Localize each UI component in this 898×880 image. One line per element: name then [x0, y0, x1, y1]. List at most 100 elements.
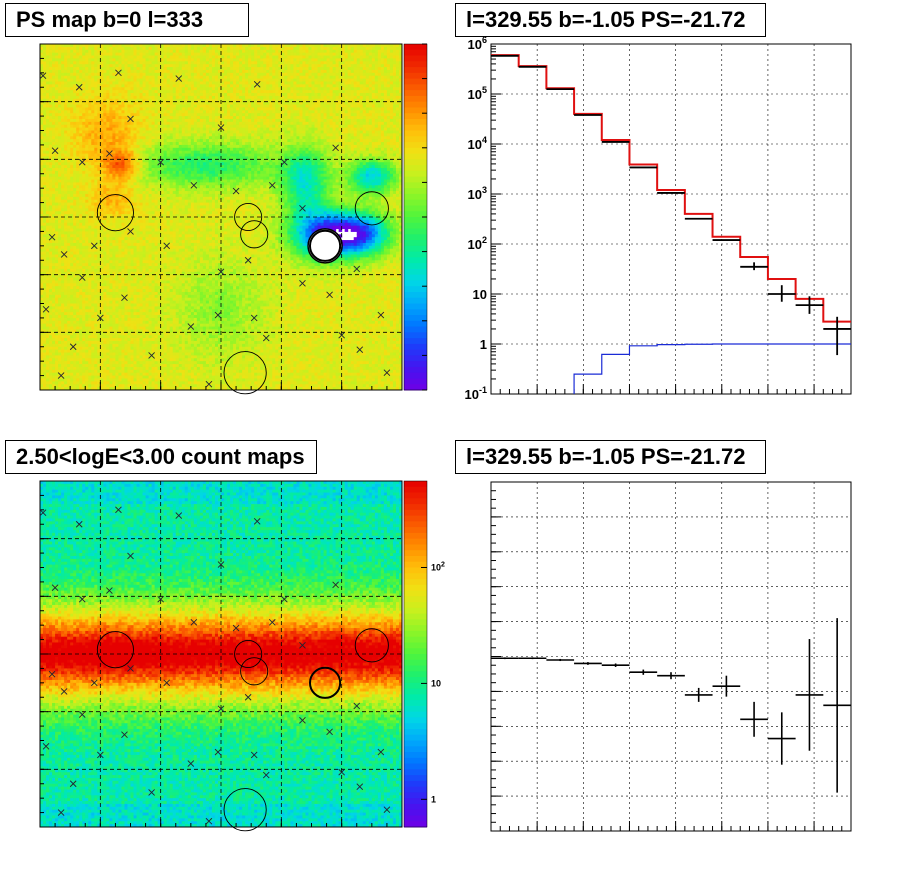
- heatmap-cell: [79, 219, 83, 224]
- heatmap-cell: [73, 188, 77, 192]
- heatmap-cell: [136, 297, 141, 302]
- heatmap-cell: [58, 245, 62, 250]
- heatmap-cell: [79, 217, 83, 221]
- heatmap-cell: [148, 309, 153, 313]
- heatmap-cell: [112, 378, 116, 382]
- heatmap-cell: [97, 191, 101, 195]
- heatmap-cell: [100, 358, 104, 362]
- heatmap-cell: [151, 364, 156, 368]
- heatmap-cell: [76, 167, 80, 172]
- heatmap-cell: [91, 286, 95, 290]
- heatmap-cell: [82, 231, 86, 235]
- heatmap-cell: [115, 150, 119, 155]
- heatmap-cell: [115, 381, 119, 385]
- heatmap-cell: [79, 124, 83, 129]
- heatmap-cell: [85, 156, 89, 160]
- heatmap-cell: [88, 84, 92, 88]
- heatmap-cell: [61, 95, 65, 100]
- heatmap-cell: [49, 104, 53, 108]
- heatmap-cell: [82, 280, 86, 284]
- heatmap-cell: [118, 309, 122, 313]
- heatmap-cell: [154, 67, 159, 71]
- heatmap-cell: [88, 297, 92, 302]
- heatmap-cell: [79, 193, 83, 198]
- heatmap-cell: [139, 254, 144, 258]
- heatmap-cell: [58, 162, 62, 166]
- heatmap-cell: [61, 352, 65, 356]
- heatmap-cell: [55, 104, 59, 108]
- heatmap-cell: [76, 242, 80, 247]
- heatmap-cell: [52, 136, 56, 140]
- heatmap-cell: [133, 231, 138, 235]
- heatmap-cell: [85, 101, 89, 106]
- heatmap-cell: [106, 312, 110, 316]
- heatmap-cell: [118, 199, 122, 204]
- heatmap-cell: [85, 49, 89, 54]
- heatmap-cell: [133, 286, 138, 290]
- heatmap-cell: [112, 242, 116, 247]
- heatmap-cell: [40, 323, 44, 328]
- heatmap-cell: [97, 176, 101, 181]
- heatmap-cell: [79, 52, 83, 57]
- heatmap-cell: [112, 205, 116, 209]
- heatmap-cell: [85, 81, 89, 85]
- heatmap-cell: [157, 170, 162, 175]
- heatmap-cell: [88, 179, 92, 183]
- heatmap-cell: [124, 289, 128, 293]
- heatmap-cell: [130, 167, 135, 172]
- heatmap-cell: [61, 185, 65, 189]
- heatmap-cell: [61, 93, 65, 97]
- heatmap-cell: [67, 352, 71, 356]
- heatmap-cell: [145, 202, 150, 206]
- heatmap-cell: [67, 254, 71, 258]
- heatmap-cell: [43, 315, 47, 319]
- heatmap-cell: [154, 378, 159, 382]
- heatmap-cell: [76, 280, 80, 284]
- heatmap-cell: [70, 170, 74, 175]
- heatmap-cell: [91, 260, 95, 264]
- heatmap-cell: [55, 121, 59, 126]
- heatmap-cell: [82, 329, 86, 333]
- heatmap-cell: [43, 372, 47, 377]
- heatmap-cell: [79, 384, 83, 388]
- heatmap-cell: [109, 107, 113, 111]
- heatmap-cell: [160, 248, 165, 253]
- heatmap-cell: [49, 182, 53, 186]
- heatmap-cell: [91, 387, 95, 391]
- heatmap-cell: [49, 52, 53, 57]
- heatmap-cell: [88, 251, 92, 255]
- heatmap-cell: [55, 257, 59, 261]
- heatmap-cell: [85, 58, 89, 62]
- heatmap-cell: [58, 67, 62, 71]
- heatmap-cell: [40, 222, 44, 227]
- heatmap-cell: [127, 300, 131, 304]
- heatmap-cell: [76, 136, 80, 140]
- heatmap-cell: [64, 326, 68, 330]
- heatmap-cell: [145, 211, 150, 215]
- heatmap-cell: [139, 384, 144, 388]
- heatmap-cell: [43, 251, 47, 255]
- heatmap-cell: [154, 116, 159, 120]
- heatmap-cell: [82, 283, 86, 287]
- heatmap-cell: [124, 352, 128, 356]
- heatmap-cell: [127, 352, 131, 356]
- heatmap-cell: [163, 67, 168, 71]
- heatmap-cell: [136, 191, 141, 195]
- heatmap-cell: [88, 332, 92, 336]
- heatmap-cell: [127, 242, 131, 247]
- heatmap-cell: [43, 346, 47, 351]
- heatmap-cell: [160, 297, 165, 302]
- heatmap-cell: [67, 196, 71, 201]
- heatmap-cell: [118, 127, 122, 131]
- heatmap-cell: [40, 358, 44, 362]
- heatmap-cell: [160, 355, 165, 359]
- heatmap-cell: [40, 205, 44, 209]
- heatmap-cell: [154, 312, 159, 316]
- heatmap-cell: [157, 294, 162, 299]
- heatmap-cell: [109, 266, 113, 270]
- heatmap-cell: [124, 55, 128, 59]
- heatmap-cell: [91, 147, 95, 152]
- heatmap-cell: [142, 202, 147, 206]
- heatmap-cell: [55, 335, 59, 339]
- heatmap-cell: [43, 84, 47, 88]
